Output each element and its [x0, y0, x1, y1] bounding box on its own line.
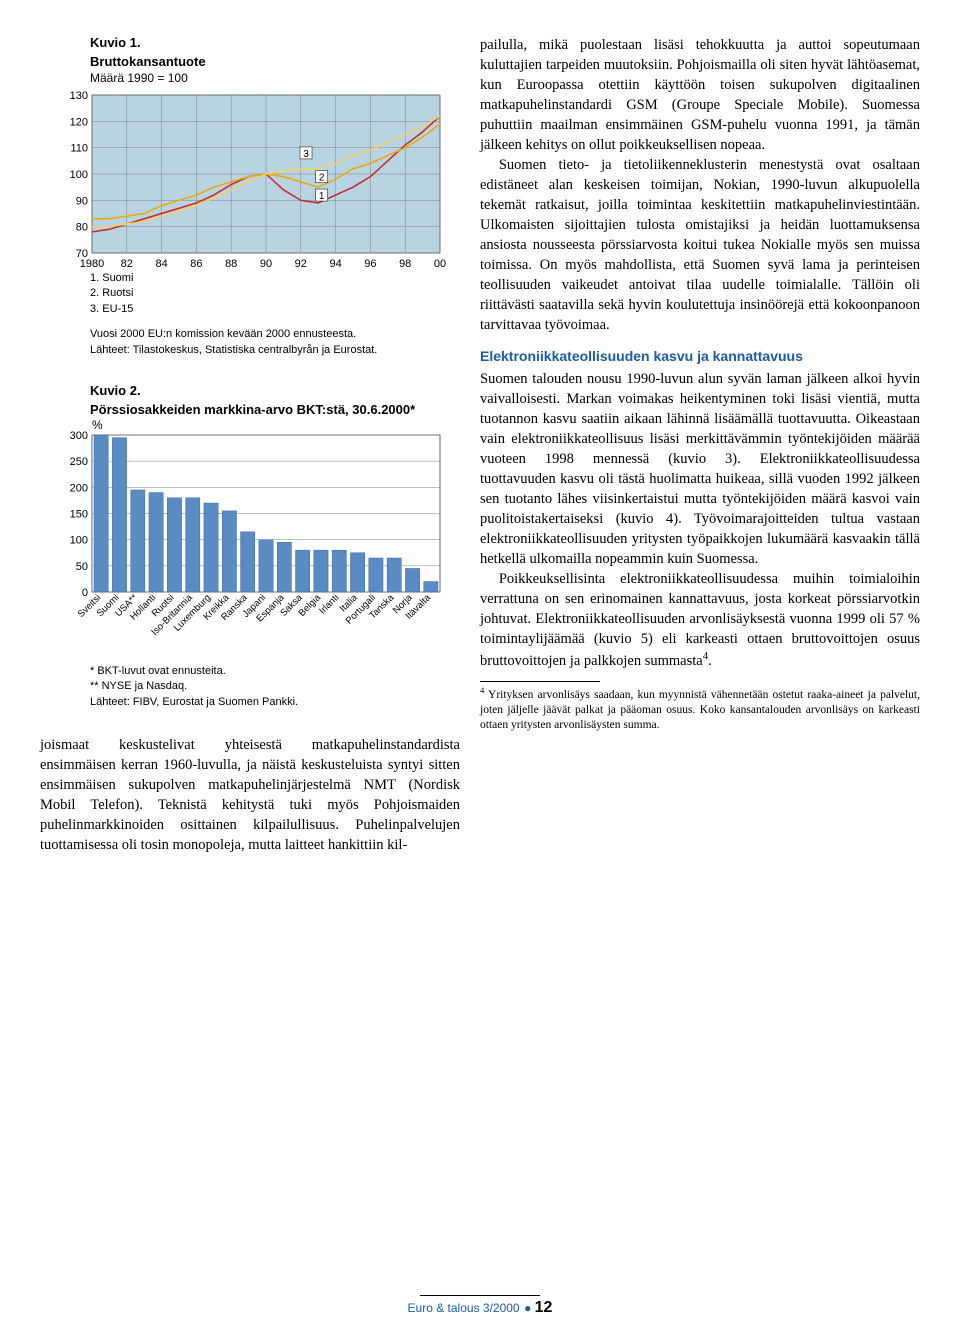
- chart-1-note: Lähteet: Tilastokeskus, Statistiska cent…: [90, 343, 460, 358]
- svg-text:2: 2: [319, 173, 325, 184]
- svg-text:82: 82: [121, 258, 133, 270]
- chart-1-area: 7080901001101201301980828486889092949698…: [60, 91, 450, 271]
- chart-2-area: %050100150200250300SveitsiSuomiUSA**Holl…: [60, 419, 450, 654]
- chart-1-block: Kuvio 1. Bruttokansantuote Määrä 1990 = …: [40, 35, 460, 358]
- right-p1: pailulla, mikä puolestaan lisäsi tehokku…: [480, 35, 920, 155]
- svg-text:%: %: [92, 419, 103, 432]
- svg-text:250: 250: [70, 456, 88, 468]
- svg-text:130: 130: [70, 91, 88, 102]
- chart-1-legend: 1. Suomi2. Ruotsi3. EU-15: [40, 271, 460, 317]
- svg-text:110: 110: [70, 143, 88, 155]
- footer-journal: Euro & talous 3/2000: [408, 1301, 520, 1315]
- svg-text:84: 84: [155, 258, 167, 270]
- chart-2-block: Kuvio 2. Pörssiosakkeiden markkina-arvo …: [40, 383, 460, 710]
- svg-text:120: 120: [70, 116, 88, 128]
- chart-1-notes: Vuosi 2000 EU:n komission kevään 2000 en…: [40, 327, 460, 358]
- svg-text:3: 3: [303, 149, 309, 160]
- svg-text:86: 86: [190, 258, 202, 270]
- chart-1-note: Vuosi 2000 EU:n komission kevään 2000 en…: [90, 327, 460, 342]
- chart-1-subtitle: Määrä 1990 = 100: [40, 71, 460, 85]
- svg-text:0: 0: [82, 587, 88, 599]
- svg-text:90: 90: [76, 195, 88, 207]
- footer-rule: [420, 1295, 540, 1296]
- svg-text:88: 88: [225, 258, 237, 270]
- chart-1-legend-item: 2. Ruotsi: [40, 286, 460, 301]
- svg-text:96: 96: [364, 258, 376, 270]
- left-body-text: joismaat keskustelivat yhteisestä matkap…: [40, 735, 460, 855]
- chart-2-note: * BKT-luvut ovat ennusteita.: [90, 664, 460, 679]
- chart-2-svg: %050100150200250300SveitsiSuomiUSA**Holl…: [60, 419, 450, 654]
- svg-text:00: 00: [434, 258, 446, 270]
- svg-text:98: 98: [399, 258, 411, 270]
- svg-text:90: 90: [260, 258, 272, 270]
- chart-1-label: Kuvio 1.: [40, 35, 460, 50]
- svg-text:150: 150: [70, 508, 88, 520]
- chart-2-note: ** NYSE ja Nasdaq.: [90, 679, 460, 694]
- svg-text:1: 1: [319, 191, 325, 202]
- svg-text:50: 50: [76, 561, 88, 573]
- svg-text:200: 200: [70, 482, 88, 494]
- svg-text:Irlanti: Irlanti: [317, 592, 341, 616]
- svg-text:94: 94: [329, 258, 341, 270]
- footnote-rule: [480, 681, 600, 682]
- chart-2-notes: * BKT-luvut ovat ennusteita.** NYSE ja N…: [40, 664, 460, 710]
- subheading-elektroniikka: Elektroniikkateollisuuden kasvu ja kanna…: [480, 347, 920, 365]
- page-footer: Euro & talous 3/2000 ● 12: [0, 1295, 960, 1317]
- footnote-text: 4 Yrityksen arvonlisäys saadaan, kun myy…: [480, 685, 920, 733]
- chart-2-note: Lähteet: FIBV, Eurostat ja Suomen Pankki…: [90, 695, 460, 710]
- svg-text:100: 100: [70, 535, 88, 547]
- chart-2-label: Kuvio 2.: [40, 383, 460, 398]
- right-p2: Suomen tieto- ja tietoliikenneklusterin …: [480, 155, 920, 335]
- chart-2-title: Pörssiosakkeiden markkina-arvo BKT:stä, …: [40, 402, 460, 417]
- svg-text:300: 300: [70, 430, 88, 442]
- footer-page-number: 12: [535, 1299, 553, 1316]
- right-p4: Poikkeuksellisinta elektroniikkateollisu…: [480, 569, 920, 671]
- chart-1-legend-item: 1. Suomi: [40, 271, 460, 286]
- chart-1-legend-item: 3. EU-15: [40, 302, 460, 317]
- chart-1-svg: 7080901001101201301980828486889092949698…: [60, 91, 450, 271]
- chart-1-title: Bruttokansantuote: [40, 54, 460, 69]
- svg-text:1980: 1980: [80, 258, 104, 270]
- svg-text:100: 100: [70, 169, 88, 181]
- svg-text:80: 80: [76, 222, 88, 234]
- left-p1: joismaat keskustelivat yhteisestä matkap…: [40, 735, 460, 855]
- right-body-text: pailulla, mikä puolestaan lisäsi tehokku…: [480, 35, 920, 671]
- svg-text:92: 92: [295, 258, 307, 270]
- right-p3: Suomen talouden nousu 1990-luvun alun sy…: [480, 369, 920, 569]
